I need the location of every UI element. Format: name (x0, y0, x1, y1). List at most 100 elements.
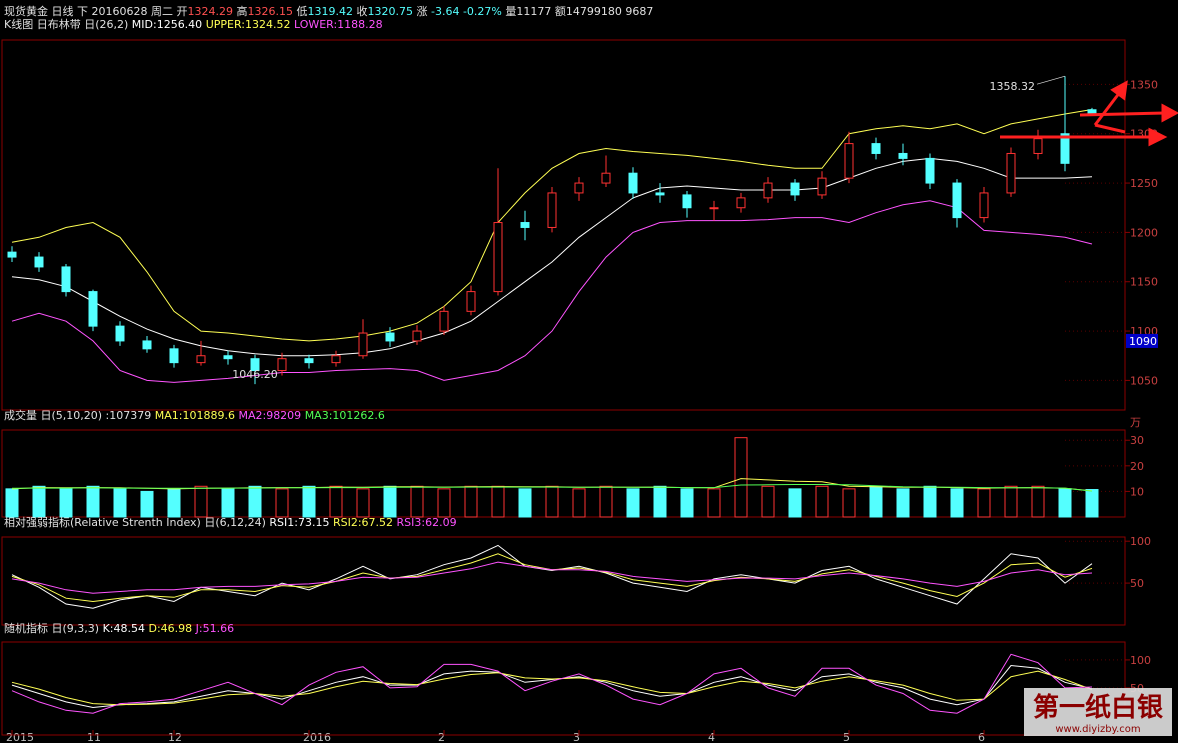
volume-bar (275, 488, 289, 518)
volume-bar (491, 485, 505, 518)
cursor-box (1126, 333, 1158, 348)
volume-bar (464, 485, 478, 518)
candle-body (142, 340, 152, 350)
legend-part: 相对强弱指标(Relative Strenth Index) 日(6,12,24… (4, 515, 269, 529)
candle-body (763, 182, 773, 199)
volume-bar (1085, 489, 1099, 518)
volume-bar (626, 488, 640, 518)
x-tick-label: 2015 (6, 731, 34, 743)
volume-bar (761, 485, 775, 518)
x-tick-label: 11 (87, 731, 101, 743)
y-tick-label: 1250 (1130, 177, 1158, 190)
volume-bar (950, 488, 964, 518)
candle-body (223, 355, 233, 360)
volume-bar (869, 485, 883, 518)
watermark-title: 第一纸白银 (1033, 692, 1164, 723)
arrow (1079, 111, 1166, 117)
y-tick-label: 100 (1130, 535, 1151, 548)
legend-part: MA2:98209 (238, 409, 304, 422)
volume-bar (140, 490, 154, 518)
indicator-line (11, 561, 1093, 594)
legend-part: MA3:101262.6 (305, 409, 385, 422)
x-tick-label: 3 (573, 731, 580, 743)
panel-legend: 随机指标 日(9,3,3) K:48.54 D:46.98 J:51.66 (4, 621, 234, 635)
candle-body (898, 152, 908, 159)
volume-bar (680, 488, 694, 518)
candle-body (385, 332, 395, 342)
candle-body (844, 143, 854, 179)
header-part: 1324.29 (187, 5, 233, 18)
y-tick-label: 1050 (1130, 374, 1158, 387)
candle-body (682, 194, 692, 209)
panel-legend: 相对强弱指标(Relative Strenth Index) 日(6,12,24… (4, 515, 457, 529)
cursor-label: 1090 (1129, 335, 1157, 348)
candle-body (520, 222, 530, 228)
volume-bar (977, 488, 991, 518)
y-tick-label: 50 (1130, 577, 1144, 590)
legend-part: MID:1256.40 (132, 18, 206, 31)
volume-bar (518, 488, 532, 518)
arrow (1094, 123, 1126, 134)
legend-part: 成交量 日(5,10,20) :107379 (4, 408, 155, 422)
candle-body (34, 256, 44, 268)
candle-body (277, 358, 287, 372)
band-line (11, 200, 1093, 383)
y-tick-label: 1200 (1130, 226, 1158, 239)
watermark-url: www.diyizby.com (1055, 724, 1140, 735)
volume-bar (221, 488, 235, 518)
volume-bar (815, 485, 829, 518)
volume-bar (923, 485, 937, 518)
legend-part: D:46.98 (149, 622, 196, 635)
candle-body (1006, 152, 1016, 194)
volume-bar (248, 485, 262, 518)
header-part: -3.64 -0.27% (431, 5, 502, 18)
high-pointer (1036, 75, 1066, 85)
low-annotation: 1046.20 (232, 368, 278, 381)
volume-bar (113, 488, 127, 518)
candle-body (547, 192, 557, 228)
x-tick-label: 2 (438, 731, 445, 743)
y-unit: 万 (1130, 416, 1141, 429)
header-part: 1326.15 (247, 5, 293, 18)
x-tick-label: 12 (168, 731, 182, 743)
volume-bar (410, 485, 424, 518)
ma-line (11, 484, 1093, 492)
legend-part: RSI1:73.15 (269, 516, 333, 529)
volume-bar (86, 485, 100, 518)
candle-body (61, 266, 71, 293)
candle-body (979, 192, 989, 219)
legend-part: 随机指标 日(9,3,3) (4, 621, 103, 635)
arrowhead (1161, 103, 1178, 123)
legend-part: K线图 日布林带 日(26,2) (4, 17, 132, 31)
candle-body (88, 291, 98, 327)
volume-bar (653, 485, 667, 518)
header-part: 高 (233, 4, 248, 18)
candle-body (466, 291, 476, 312)
header-part: 低 (293, 5, 308, 18)
legend-part: LOWER:1188.28 (294, 18, 383, 31)
candle-body (196, 355, 206, 364)
candle-body (736, 197, 746, 209)
header: 现货黄金 日线 下 20160628 周二 开1324.29 高1326.15 … (4, 4, 653, 18)
arrowhead (1148, 127, 1168, 147)
header-part: 1319.42 (307, 5, 353, 18)
y-tick-label: 100 (1130, 654, 1151, 667)
y-tick-label: 1150 (1130, 276, 1158, 289)
header-part: 量11177 额14799180 9687 (502, 5, 653, 18)
volume-bar (896, 488, 910, 518)
candle-body (790, 182, 800, 196)
watermark-box (1024, 688, 1172, 736)
legend-part: UPPER:1324.52 (206, 18, 294, 31)
volume-bar (545, 485, 559, 518)
volume-bar (59, 488, 73, 518)
x-tick-label: 6 (978, 731, 985, 743)
y-tick-label: 30 (1130, 434, 1144, 447)
band-line (11, 157, 1093, 357)
candle-body (1087, 109, 1097, 114)
candle-body (574, 182, 584, 194)
volume-bar (599, 485, 613, 518)
annotation-arrows (1000, 80, 1178, 147)
candle-body (655, 192, 665, 196)
